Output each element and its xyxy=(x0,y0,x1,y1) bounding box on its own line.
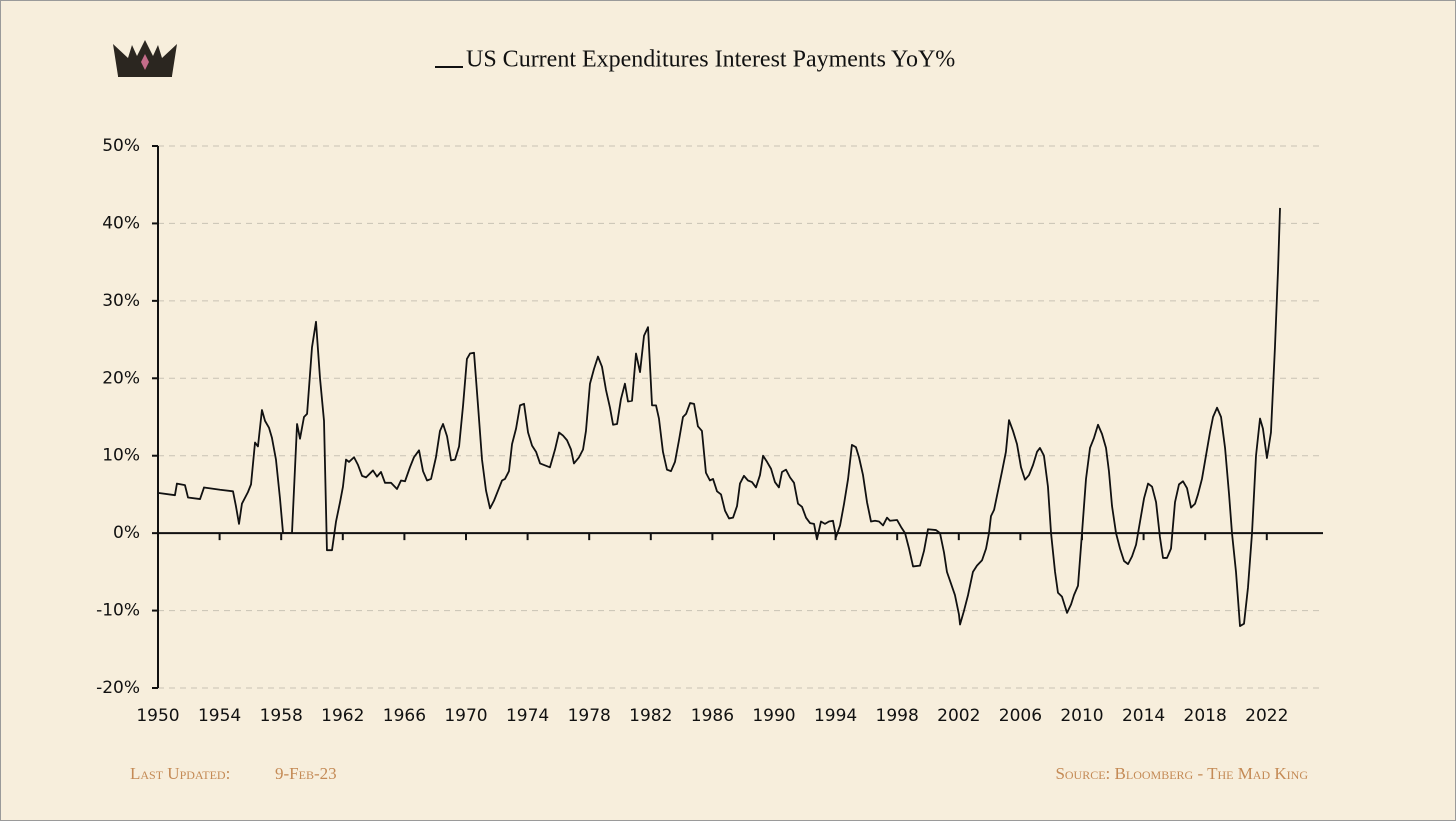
x-tick-label: 2010 xyxy=(1060,706,1103,726)
x-tick-label: 2002 xyxy=(937,706,980,726)
crown-logo xyxy=(113,40,177,77)
x-tick-label: 1982 xyxy=(629,706,672,726)
y-tick-label: -10% xyxy=(96,601,140,621)
y-tick-label: 30% xyxy=(102,291,140,311)
x-tick-label: 1998 xyxy=(876,706,919,726)
y-tick-label: 0% xyxy=(113,523,140,543)
footer-updated-label: Last Updated: xyxy=(130,764,230,783)
y-tick-label: 50% xyxy=(102,136,140,156)
x-tick-label: 2006 xyxy=(999,706,1042,726)
x-tick-label: 1990 xyxy=(752,706,795,726)
y-tick-label: -20% xyxy=(96,678,140,698)
footer-source: Source: Bloomberg - The Mad King xyxy=(1055,764,1308,783)
x-tick-label: 1978 xyxy=(568,706,611,726)
x-tick-label: 1954 xyxy=(198,706,241,726)
y-tick-label: 10% xyxy=(102,446,140,466)
x-tick-label: 1994 xyxy=(814,706,857,726)
series-line xyxy=(157,207,1281,627)
y-tick-label: 40% xyxy=(102,213,140,233)
footer-updated-date: 9-Feb-23 xyxy=(275,764,337,783)
x-tick-label: 1966 xyxy=(383,706,426,726)
legend-label: US Current Expenditures Interest Payment… xyxy=(466,47,955,73)
x-tick-label: 1950 xyxy=(136,706,179,726)
x-tick-label: 1974 xyxy=(506,706,549,726)
y-tick-label: 20% xyxy=(102,368,140,388)
x-tick-label: 1986 xyxy=(691,706,734,726)
x-tick-label: 1958 xyxy=(260,706,303,726)
x-tick-label: 2018 xyxy=(1184,706,1227,726)
x-tick-label: 1962 xyxy=(321,706,364,726)
x-tick-label: 2022 xyxy=(1245,706,1288,726)
x-tick-label: 2014 xyxy=(1122,706,1165,726)
x-tick-label: 1970 xyxy=(444,706,487,726)
